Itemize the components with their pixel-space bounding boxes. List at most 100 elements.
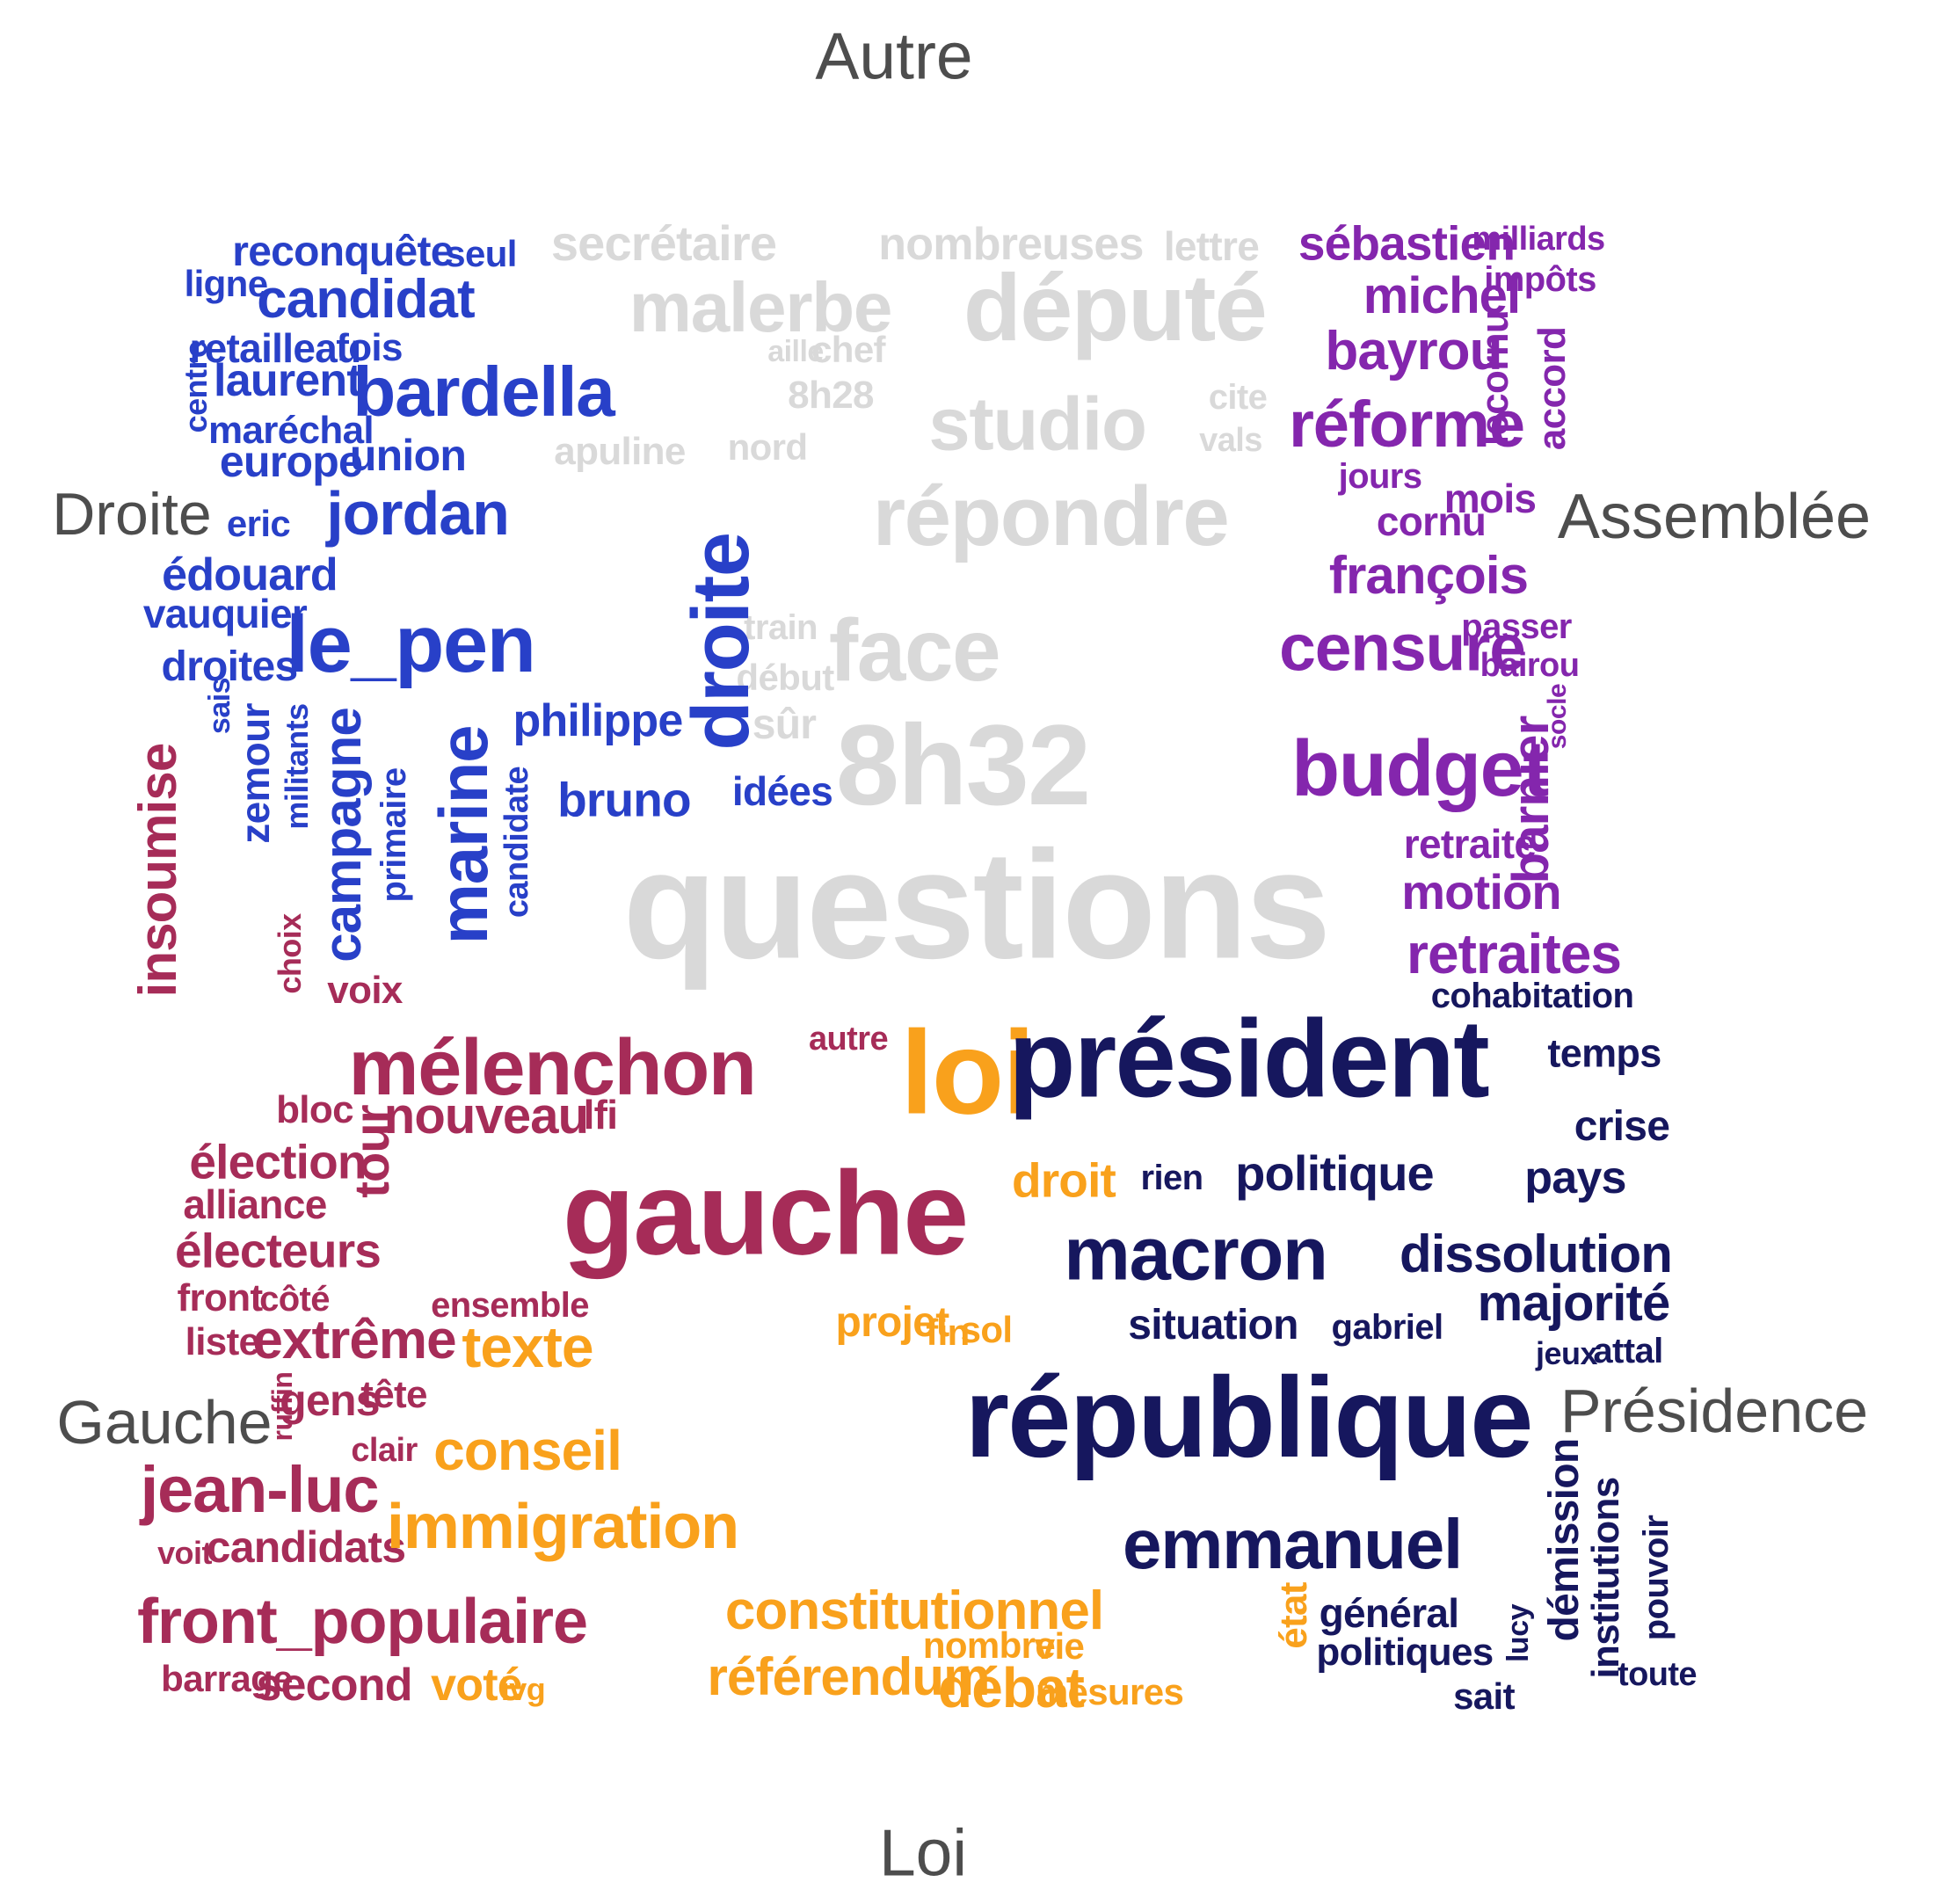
word-lecteurs: électeurs [174,1223,382,1278]
word-d-but: début [736,657,834,698]
word-chef: chef [811,329,885,370]
word-liste: liste [185,1320,260,1363]
word-budget: budget [1291,725,1549,813]
word-toute: toute [1617,1656,1698,1693]
word-s-bastien: sébastien [1298,215,1516,271]
word-voix: voix [327,969,403,1012]
word-vauquier: vauquier [142,591,308,636]
word-eric: eric [226,503,291,544]
word-insoumise: insoumise [128,743,187,998]
word-centre: centre [178,340,214,433]
word-pays: pays [1524,1152,1626,1203]
word-bruno: bruno [557,772,691,827]
word-r-f-rendum: référendum [707,1647,990,1706]
word-bardella: bardella [353,352,614,431]
word-8h28: 8h28 [788,374,874,417]
word-situation: situation [1128,1302,1298,1348]
word-politique: politique [1235,1145,1435,1201]
word-s-r: sûr [752,701,817,748]
word-milliards: milliards [1472,221,1605,258]
word-union: union [349,431,467,480]
word-militants: militants [279,703,315,830]
word-pr-sident: président [1008,998,1490,1121]
word-immigration: immigration [386,1492,739,1562]
word-dissolution: dissolution [1399,1225,1673,1283]
word-cite: cite [1208,378,1268,417]
word-r-forme: réforme [1289,388,1525,461]
word-lecornu: lecornu [1473,309,1516,447]
word-sais: sais [203,677,236,735]
word-retraite: retraite [1403,821,1537,867]
word-temps: temps [1547,1030,1661,1076]
word-sol: sol [960,1309,1013,1350]
word-jeux: jeux [1536,1335,1597,1371]
word-retraites: retraites [1407,922,1622,985]
word-conseil: conseil [433,1419,622,1482]
word-socle: socle [1543,683,1572,750]
word-texte: texte [462,1314,593,1379]
word-clair: clair [351,1432,418,1469]
word-seul: seul [445,233,517,274]
group-label-droite: Droite [52,481,212,548]
word-crise: crise [1574,1103,1670,1150]
word-choix: choix [272,913,308,994]
word-cohabitation: cohabitation [1430,977,1634,1015]
word-face: face [828,601,1001,700]
word-vals: vals [1199,422,1262,459]
word-censure: censure [1279,610,1526,685]
word-droit: droit [1011,1152,1116,1208]
word-primaire: primaire [374,767,413,903]
word-jours: jours [1338,457,1422,496]
group-label-pr-sidence: Présidence [1560,1377,1869,1445]
word-lfi: lfi [583,1092,618,1137]
word-attal: attal [1593,1332,1663,1370]
word-aille: aille [767,335,824,368]
word-vot: voté [431,1660,523,1711]
word-nombre: nombre [922,1624,1056,1666]
group-label-gauche: Gauche [56,1388,273,1457]
word-pouvoir: pouvoir [1637,1515,1676,1641]
word-jordan: jordan [326,479,510,548]
word-motion: motion [1401,864,1561,919]
word-malerbe: malerbe [629,268,893,346]
word-barrage: barrage [161,1658,293,1699]
word-m-lenchon: mélenchon [348,1024,757,1112]
word-candidats: candidats [206,1522,406,1572]
word-loi: loi [900,1006,1035,1139]
word-nombreuses: nombreuses [878,219,1144,270]
word-t-te: tête [360,1373,427,1416]
word-europe: europe [219,437,363,486]
word-8h32: 8h32 [835,701,1091,829]
word-alliance: alliance [183,1181,327,1227]
word-gens: gens [280,1376,380,1425]
word-candidat: candidat [257,269,475,330]
word-rien: rien [1140,1159,1204,1197]
word-lettre: lettre [1163,223,1260,269]
word-tat: état [1272,1582,1315,1649]
word-mois: mois [1443,476,1537,521]
word-imp-ts: impôts [1484,260,1596,299]
word-laurent: laurent [214,355,362,406]
word-constitutionnel: constitutionnel [724,1581,1104,1641]
word-fois: fois [336,326,403,369]
word-ligne: ligne [184,263,268,304]
word-d-bat: débat [938,1656,1085,1719]
group-label-autre: Autre [815,18,973,93]
word-vie: vie [1034,1625,1085,1667]
word-emmanuel: emmanuel [1122,1505,1463,1583]
word-douard: édouard [162,549,338,600]
word-ivg: ivg [500,1671,546,1707]
word-gauche: gauche [562,1146,970,1280]
word-michel: michel [1363,267,1521,324]
word-id-es: idées [731,768,833,814]
word-nouveau: nouveau [383,1087,589,1145]
word-bayrou: bayrou [1325,321,1502,382]
word-apuline: apuline [554,430,686,473]
word-fin: fin [926,1312,970,1353]
word-ruffin: ruffin [266,1371,298,1442]
word-accord: accord [1530,326,1574,451]
word-zemour: zemour [232,703,278,844]
word-nord: nord [727,426,808,468]
word-front: front [177,1276,264,1319]
word-front-populaire: front_populaire [137,1587,588,1657]
